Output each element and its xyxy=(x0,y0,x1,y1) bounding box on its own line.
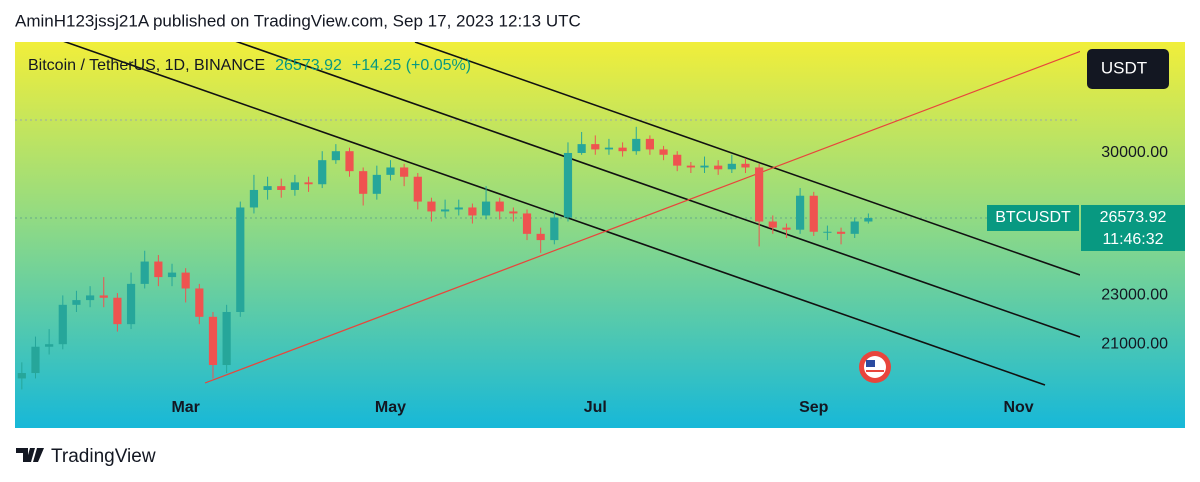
candle-body xyxy=(522,213,532,234)
candle-body xyxy=(208,316,218,366)
candle-body xyxy=(249,189,259,208)
candle-body xyxy=(290,182,299,190)
brand: TradingView xyxy=(51,446,156,467)
candle-body xyxy=(618,147,627,152)
y-tick-label: 30000.00 xyxy=(1101,144,1168,161)
candle-body xyxy=(17,373,26,379)
candle-body xyxy=(195,288,204,317)
candle-body xyxy=(604,147,614,150)
candle-body xyxy=(577,144,586,153)
candle-body xyxy=(386,167,395,175)
axis-price: 26573.92 xyxy=(1100,209,1167,226)
logo xyxy=(16,448,44,462)
candle-body xyxy=(495,201,504,212)
candle-body xyxy=(72,300,81,305)
candle-body xyxy=(222,311,231,366)
candle-body xyxy=(113,297,122,325)
candle-body xyxy=(850,221,859,234)
flag-canton xyxy=(866,360,875,367)
chart-bg xyxy=(15,42,1185,428)
y-tick-label: 21000.00 xyxy=(1101,335,1168,352)
ticker: BTCUSDT xyxy=(995,209,1071,226)
last-price: 26573.92 xyxy=(275,57,342,74)
footer: TradingView xyxy=(16,446,156,467)
candle-body xyxy=(413,176,422,202)
candle-body xyxy=(700,165,709,168)
channel-line xyxy=(63,42,1046,386)
candle-body xyxy=(304,182,313,185)
candle-body xyxy=(99,295,108,298)
drawings xyxy=(15,42,1080,386)
candle-body xyxy=(714,165,723,170)
candle-body xyxy=(58,304,67,345)
candle-body xyxy=(126,283,136,325)
candle-body xyxy=(331,151,340,161)
x-tick-label: Sep xyxy=(799,399,829,416)
candle-body xyxy=(31,346,40,374)
candle-body xyxy=(277,186,286,190)
candle-body xyxy=(318,160,327,185)
price-box xyxy=(1081,204,1185,251)
currency-button[interactable] xyxy=(1087,49,1169,89)
candle-body xyxy=(181,272,190,289)
candle-body xyxy=(536,233,545,241)
candle-body xyxy=(686,165,695,168)
candle-body xyxy=(454,207,463,210)
candles xyxy=(17,126,873,390)
candle-body xyxy=(727,163,736,170)
candle-body xyxy=(741,163,750,168)
candle-body xyxy=(263,186,272,190)
y-tick-label: 23000.00 xyxy=(1101,287,1168,304)
trend-line xyxy=(204,50,1080,384)
x-tick-label: Jul xyxy=(584,399,607,416)
candle-body xyxy=(167,272,177,278)
candle-body xyxy=(591,144,600,150)
candle-body xyxy=(154,261,163,278)
change: +14.25 (+0.05%) xyxy=(352,57,471,74)
channel-line xyxy=(414,42,1080,276)
legend: Bitcoin / TetherUS, 1D, BINANCE 26573.92 +… xyxy=(28,57,471,74)
candle-body xyxy=(236,207,245,312)
candle-body xyxy=(372,174,381,194)
candle-body xyxy=(427,201,436,212)
candle-body xyxy=(400,167,409,177)
candle-body xyxy=(86,295,95,301)
candle-body xyxy=(836,231,846,234)
candle-body xyxy=(563,152,573,218)
candle-body xyxy=(45,344,54,347)
candle-body xyxy=(809,195,818,232)
candle-body xyxy=(864,217,873,222)
candle-body xyxy=(481,201,491,216)
candle-body xyxy=(796,195,805,230)
candle-body xyxy=(659,149,668,155)
candle-body xyxy=(509,211,518,214)
candle-body xyxy=(768,221,777,228)
candle-body xyxy=(645,138,654,150)
ticker-box xyxy=(987,204,1079,231)
candle-body xyxy=(140,261,149,284)
publisher: AminH123jssj21A published on TradingView… xyxy=(15,11,581,30)
candle-body xyxy=(632,138,641,152)
candle-body xyxy=(673,154,682,166)
symbol: Bitcoin / TetherUS, 1D, BINANCE xyxy=(28,57,265,74)
x-tick-label: Mar xyxy=(171,399,199,416)
candle-body xyxy=(782,227,791,230)
countdown: 11:46:32 xyxy=(1102,231,1163,248)
candle-body xyxy=(441,209,450,212)
x-tick-label: Nov xyxy=(1003,399,1033,416)
candle-body xyxy=(823,231,832,233)
candle-body xyxy=(550,217,559,241)
candle-body xyxy=(359,171,368,194)
x-tick-label: May xyxy=(375,399,406,416)
candle-body xyxy=(345,151,354,172)
candle-body xyxy=(755,167,764,222)
candle-body xyxy=(468,207,477,216)
flag-icon xyxy=(859,351,891,383)
currency[interactable]: USDT xyxy=(1101,58,1147,77)
channel-line xyxy=(235,42,1080,338)
